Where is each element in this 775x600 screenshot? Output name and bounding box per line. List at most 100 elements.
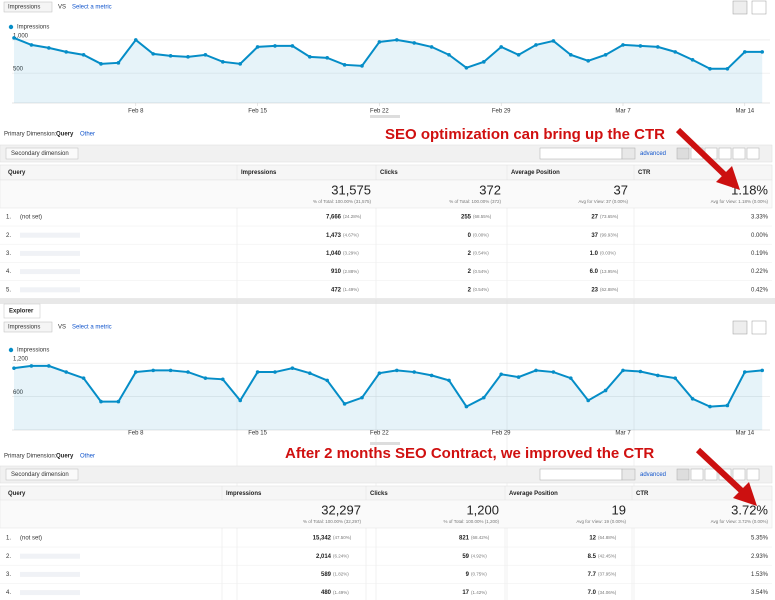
chart-type-button[interactable]	[732, 320, 748, 335]
blurred-query	[20, 269, 80, 275]
row-number: 4.	[6, 590, 11, 596]
view-button[interactable]	[704, 468, 718, 481]
cell-value: 0.22%	[751, 269, 769, 275]
metric[interactable]: Impressions	[8, 5, 40, 11]
tab[interactable]	[3, 303, 41, 319]
cell-value: 59	[462, 554, 469, 560]
point	[569, 376, 573, 380]
cell-percent: (62.88%)	[600, 287, 619, 292]
secondary-dimension-button[interactable]	[5, 468, 79, 481]
chart-type-button[interactable]	[751, 320, 767, 335]
point	[81, 53, 86, 57]
total-note: Avg for View: 19 (0.00%)	[576, 519, 626, 524]
point	[551, 370, 556, 374]
arrow-head	[733, 482, 757, 506]
point	[151, 52, 155, 56]
cell-percent: (0.00%)	[473, 232, 489, 237]
metric[interactable]: Impressions	[8, 325, 40, 331]
chart-type-button[interactable]	[732, 0, 748, 15]
point	[203, 53, 208, 57]
point	[81, 376, 86, 380]
cell-percent: (0.03%)	[600, 251, 616, 256]
point	[690, 58, 695, 62]
query[interactable]: (not set)	[20, 536, 42, 542]
x-tick-label: Mar 7	[615, 431, 631, 437]
legend-dot	[8, 24, 14, 30]
point	[134, 38, 138, 42]
view-button[interactable]	[732, 147, 746, 160]
column-header[interactable]: Clicks	[380, 170, 398, 176]
column-header[interactable]: Clicks	[370, 491, 388, 497]
search-button[interactable]	[621, 468, 636, 481]
row-number: 1.	[6, 215, 11, 221]
chart-type-button[interactable]	[751, 0, 767, 15]
column-header: Query	[8, 170, 26, 176]
search-button[interactable]	[621, 147, 636, 160]
column-header[interactable]: Impressions	[226, 491, 262, 497]
point	[116, 399, 121, 404]
view-button[interactable]	[732, 468, 746, 481]
point	[429, 45, 434, 49]
search-box[interactable]	[539, 468, 623, 481]
cell-value: 7,666	[326, 215, 342, 221]
search-box[interactable]	[539, 147, 623, 160]
view-button[interactable]	[746, 468, 760, 481]
dimension-other[interactable]: Other	[80, 454, 95, 460]
point	[360, 395, 364, 400]
column-header[interactable]: Average Position	[509, 491, 558, 497]
point	[725, 67, 730, 71]
cell-percent: (99.93%)	[600, 232, 619, 237]
select-metric[interactable]: Select a metric	[72, 5, 112, 11]
point	[621, 368, 625, 373]
view-button[interactable]	[676, 468, 690, 481]
advanced[interactable]: advanced	[640, 472, 666, 478]
point	[29, 364, 34, 368]
point	[743, 370, 747, 374]
tab-label[interactable]: Explorer	[9, 309, 34, 315]
scroll-handle[interactable]	[370, 115, 400, 118]
total-note: Avg for View: 37 (0.00%)	[578, 199, 628, 204]
y-tick-label: 500	[13, 67, 24, 73]
cell-value: 1.53%	[751, 572, 769, 578]
cell-value: 1,473	[326, 233, 342, 239]
column-header[interactable]: CTR	[638, 170, 651, 176]
select-metric[interactable]: Select a metric	[72, 325, 112, 331]
dimension-value[interactable]: Query	[56, 454, 74, 460]
secondary-dimension[interactable]: Secondary dimension	[11, 472, 69, 478]
row-number: 3.	[6, 572, 11, 578]
cell-percent: (6.24%)	[333, 553, 349, 558]
point	[308, 371, 312, 375]
metric-dropdown[interactable]	[3, 1, 53, 13]
cell-value: 255	[461, 215, 472, 221]
total-value: 37	[614, 182, 628, 197]
secondary-dimension[interactable]: Secondary dimension	[11, 151, 69, 157]
view-button[interactable]	[690, 468, 704, 481]
total-value: 31,575	[331, 182, 371, 197]
point	[482, 60, 486, 64]
blurred-query	[20, 571, 80, 577]
dimension-other[interactable]: Other	[80, 132, 95, 138]
metric-dropdown[interactable]	[3, 321, 53, 333]
query[interactable]: (not set)	[20, 215, 42, 221]
annotation: After 2 months SEO Contract, we improved…	[285, 445, 654, 462]
column-header[interactable]: CTR	[636, 491, 649, 497]
view-button[interactable]	[718, 147, 732, 160]
x-tick-label: Feb 8	[128, 109, 144, 115]
advanced[interactable]: advanced	[640, 151, 666, 157]
point	[743, 50, 747, 54]
view-button[interactable]	[676, 147, 690, 160]
secondary-dimension-button[interactable]	[5, 147, 79, 160]
cell-value: 480	[321, 590, 332, 596]
dimension-value[interactable]: Query	[56, 132, 74, 138]
point	[412, 41, 417, 45]
blurred-query	[20, 287, 80, 293]
point	[412, 370, 417, 374]
column-header[interactable]: Impressions	[241, 170, 277, 176]
point	[12, 36, 16, 40]
row-number: 5.	[6, 287, 11, 293]
total-note: Avg for View: 3.72% (0.00%)	[711, 519, 769, 524]
view-button[interactable]	[746, 147, 760, 160]
cell-value: 2	[468, 287, 472, 293]
column-header[interactable]: Average Position	[511, 170, 560, 176]
scroll-handle[interactable]	[370, 442, 400, 445]
